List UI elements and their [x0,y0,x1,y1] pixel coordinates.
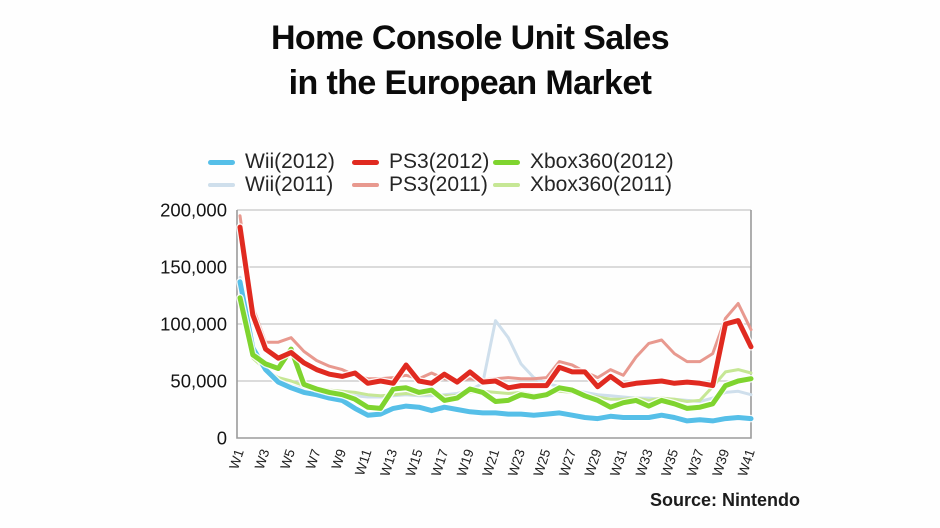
legend-item-xbox360-2011: Xbox360(2011) [493,173,673,196]
x-axis-label: W17 [428,447,451,478]
legend-dash-wii-2012-icon [208,159,235,165]
legend-dash-xbox360-2012-icon [493,159,520,165]
x-axis-label: W11 [352,447,375,477]
series-line-wii-2012 [237,279,754,424]
legend-dash-ps3-2011-icon [352,183,379,187]
legend-label-ps3-2011: PS3(2011) [389,173,488,196]
x-axis-label: W23 [505,447,528,478]
x-axis-label: W13 [377,447,400,478]
chart-title: Home Console Unit Sales in the European … [0,16,940,106]
legend-item-ps3-2012: PS3(2012) [352,150,490,173]
chart-legend: Wii(2011) Xbox360(2011) PS3(2011) Wii(2012)… [200,150,745,201]
series-line-ps3-2011 [238,214,753,382]
series-casing-ps3-2012 [236,223,755,392]
legend-label-xbox360-2011: Xbox360(2011) [530,173,673,196]
x-axis-label: W29 [582,447,605,478]
legend-item-xbox360-2012: Xbox360(2012) [493,150,674,173]
legend-label-wii-2011: Wii(2011) [245,173,334,196]
y-axis-label: 50,000 [170,371,227,392]
axis-frame [236,210,752,439]
x-axis-label: W37 [684,447,707,478]
x-axis-label: W35 [658,447,681,478]
series-line-ps3-2012 [237,224,754,391]
y-axis-label: 200,000 [160,200,227,221]
x-axis-label: W7 [303,447,324,471]
legend-item-wii-2011: Wii(2011) [208,173,334,196]
x-axis-label: W15 [403,447,426,478]
legend-label-xbox360-2012: Xbox360(2012) [530,150,674,173]
x-axis-label: W9 [329,447,350,471]
legend-dash-wii-2011-icon [208,183,235,187]
x-axis-label: W41 [735,447,758,478]
x-axis-label: W27 [556,447,579,478]
y-axis-label: 0 [217,428,227,449]
x-axis-label: W5 [277,447,298,471]
y-axis-label: 100,000 [160,314,227,335]
source-attribution: Source: Nintendo [649,490,800,510]
x-axis-label: W1 [226,447,247,471]
y-axis-label: 150,000 [160,257,227,278]
chart-title-line2: in the European Market [288,64,652,102]
x-axis-label: W3 [252,447,273,471]
legend-label-wii-2012: Wii(2012) [245,150,335,173]
legend-label-ps3-2012: PS3(2012) [389,150,490,173]
x-axis-label: W25 [531,447,554,478]
chart-title-line1: Home Console Unit Sales [270,19,670,57]
legend-item-wii-2012: Wii(2012) [208,150,335,173]
x-axis-label: W31 [607,447,630,478]
legend-dash-ps3-2012-icon [352,159,379,165]
legend-dash-xbox360-2011-icon [493,183,520,187]
x-axis-label: W19 [454,447,477,478]
x-axis-label: W21 [480,447,503,478]
legend-item-ps3-2011: PS3(2011) [352,173,488,196]
x-axis-label: W33 [633,447,656,478]
x-axis-label: W39 [709,447,732,478]
series-line-xbox360-2012 [237,295,754,411]
